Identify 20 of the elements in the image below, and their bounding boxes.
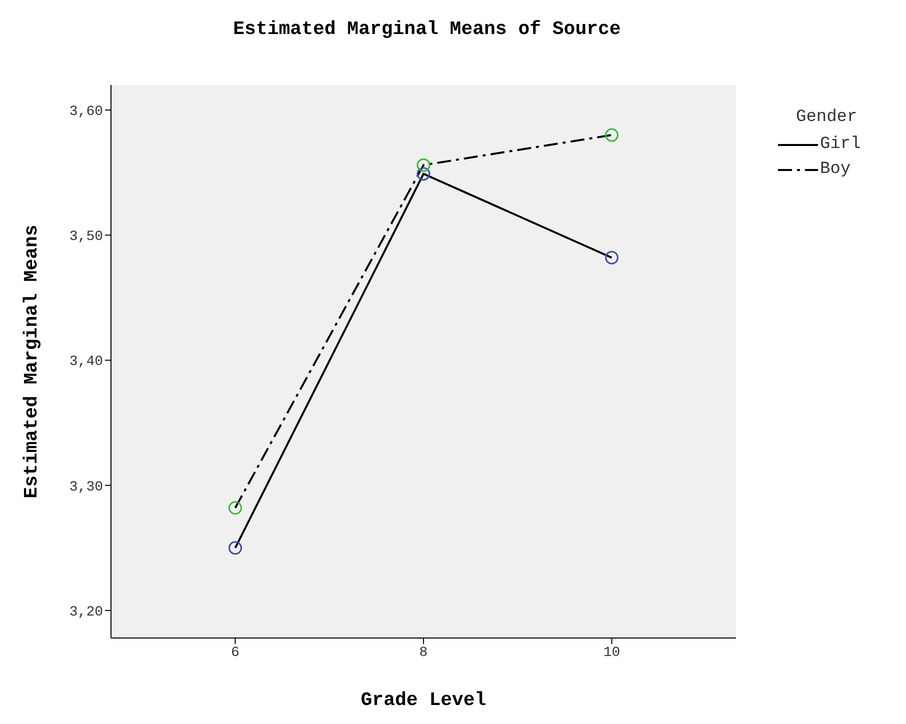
point xyxy=(416,158,430,172)
x-axis-title: Grade Level xyxy=(360,689,486,711)
y-tick-label: 3,60 xyxy=(69,104,103,120)
y-tick-label: 3,40 xyxy=(69,354,103,370)
legend-label: Boy xyxy=(820,160,851,179)
y-tick-label: 3,20 xyxy=(69,604,103,620)
point xyxy=(228,541,242,555)
point xyxy=(416,167,430,181)
x-tick-label: 8 xyxy=(419,644,428,661)
y-tick-label: 3,50 xyxy=(69,229,103,246)
point xyxy=(605,250,619,264)
legend-label: Girl xyxy=(820,135,861,154)
legend-title: Gender xyxy=(796,108,858,127)
chart-title: Estimated Marginal Means of Source xyxy=(232,18,622,40)
x-tick-label: 10 xyxy=(603,644,620,661)
y-tick-label: 3,30 xyxy=(69,479,103,496)
point xyxy=(228,501,242,515)
y-axis-title: Estimated Marginal Means xyxy=(20,224,43,498)
x-tick-label: 6 xyxy=(231,644,240,661)
point xyxy=(605,128,619,142)
